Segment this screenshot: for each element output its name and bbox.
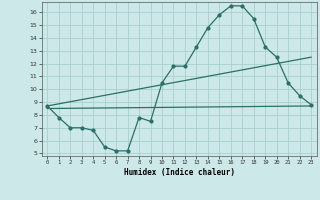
X-axis label: Humidex (Indice chaleur): Humidex (Indice chaleur) [124, 168, 235, 177]
